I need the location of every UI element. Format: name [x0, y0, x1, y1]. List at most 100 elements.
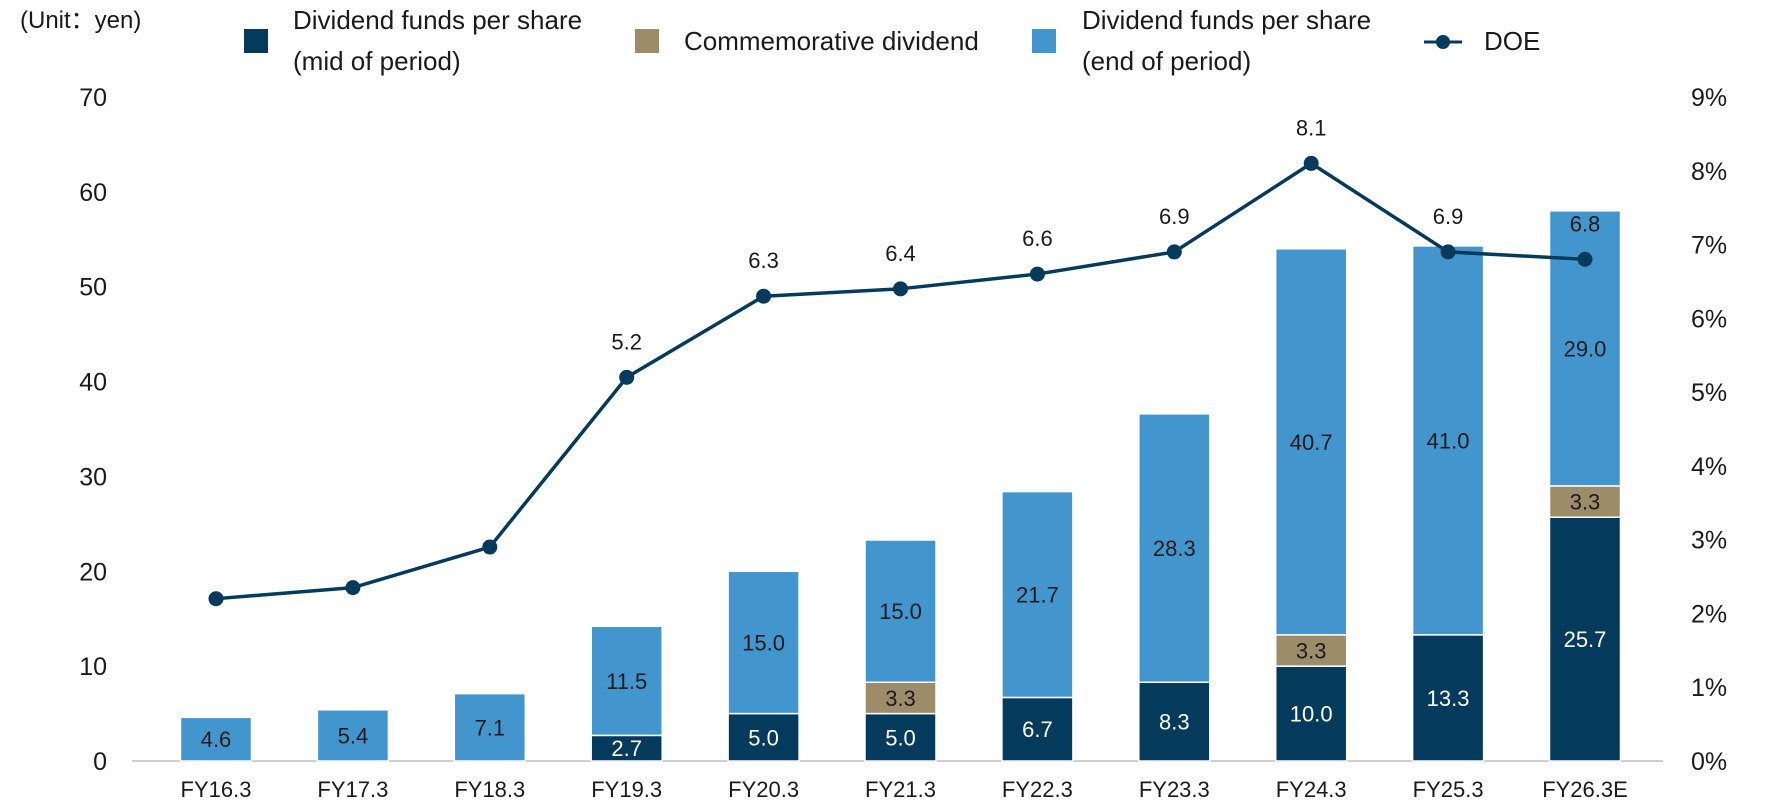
doe-value-label: 8.1: [1296, 115, 1327, 140]
bar-value-label-mid: 2.7: [611, 736, 642, 761]
doe-point: [1577, 251, 1593, 267]
legend-item-doe: DOE: [1424, 26, 1540, 56]
bar-value-label-mid: 8.3: [1159, 710, 1190, 735]
x-tick-label: FY16.3: [181, 777, 252, 802]
bar-segment-mid: [590, 734, 663, 762]
doe-line: [215, 161, 1586, 601]
bar-value-label-mid: 5.0: [748, 725, 779, 750]
bar-value-label-comm: 3.3: [1296, 638, 1327, 663]
legend-swatch-commemorative: [635, 29, 659, 53]
doe-point: [893, 281, 908, 297]
y-right-tick-label: 0%: [1691, 748, 1727, 776]
bar-stack: 8.3 28.3: [1138, 413, 1211, 762]
bar-value-label-end: 21.7: [1016, 583, 1059, 608]
bar-segment-comm: [864, 681, 937, 715]
bar-value-label-end: 41.0: [1427, 428, 1470, 453]
y-left-tick-label: 0: [93, 748, 107, 776]
x-tick-label: FY25.3: [1413, 777, 1484, 802]
y-right-tick-label: 1%: [1691, 674, 1727, 702]
y-left-tick-label: 70: [79, 84, 107, 112]
x-tick-label: FY26.3E: [1542, 777, 1628, 802]
legend-item-end: Dividend funds per share (end of period): [1032, 5, 1371, 76]
bar-value-label-end: 15.0: [879, 599, 922, 624]
legend-label-end-line2: (end of period): [1082, 46, 1251, 76]
bar-value-label-end: 4.6: [201, 727, 232, 752]
y-left-tick-label: 10: [79, 653, 107, 681]
legend-label-doe: DOE: [1484, 26, 1540, 56]
legend-item-commemorative: Commemorative dividend: [635, 26, 979, 56]
bar-value-label-mid: 13.3: [1427, 686, 1470, 711]
bar-stack: 25.7 3.3 29.0: [1548, 210, 1622, 762]
bar-segment-end: [727, 570, 800, 715]
y-left-tick-label: 20: [79, 558, 107, 586]
doe-value-label: 6.9: [1159, 204, 1190, 229]
bar-stack: 7.1: [453, 692, 527, 762]
x-tick-label: FY23.3: [1139, 777, 1210, 802]
bar-stack: 4.6: [179, 716, 253, 762]
bar-segment-end: [864, 539, 937, 684]
bar-segment-end: [590, 625, 663, 737]
bar-value-label-end: 5.4: [338, 723, 369, 748]
x-axis-labels: FY16.3 FY17.3 FY18.3 FY19.3 FY20.3 FY21.3 FY22…: [181, 777, 1628, 802]
bar-segment-mid: [1138, 681, 1211, 762]
doe-point: [208, 591, 224, 607]
doe-value-label: 6.4: [885, 241, 916, 266]
bar-stack: 5.0 3.3 15.0: [864, 539, 937, 762]
bar-value-label-comm: 3.3: [1570, 490, 1601, 515]
y-left-tick-label: 40: [79, 369, 107, 397]
doe-point: [482, 539, 498, 555]
bar-stack: 2.7 11.5: [590, 625, 663, 762]
bar-segment-end: [316, 709, 390, 762]
legend-label-end-line1: Dividend funds per share: [1082, 5, 1371, 35]
bar-segment-end: [1274, 248, 1348, 636]
bar-value-label-mid: 6.7: [1022, 717, 1053, 742]
bar-segment-mid: [864, 712, 937, 762]
y-axis-left: 0 10 20 30 40 50 60 70: [79, 84, 107, 776]
y-left-tick-label: 50: [79, 274, 107, 302]
doe-point: [756, 288, 772, 304]
bar-stack: 6.7 21.7: [1001, 490, 1074, 762]
y-right-tick-label: 5%: [1691, 379, 1727, 407]
x-tick-label: FY21.3: [865, 777, 936, 802]
legend-swatch-mid: [244, 29, 268, 53]
bar-segment-end: [1138, 413, 1211, 684]
y-right-tick-label: 4%: [1691, 453, 1727, 481]
bar-value-label-end: 29.0: [1564, 336, 1607, 361]
doe-value-label: 6.3: [748, 248, 779, 273]
bar-segment-mid: [727, 712, 800, 762]
y-right-tick-label: 3%: [1691, 527, 1727, 555]
y-right-tick-label: 7%: [1691, 232, 1727, 260]
legend-label-commemorative: Commemorative dividend: [684, 26, 979, 56]
x-tick-label: FY18.3: [454, 777, 525, 802]
legend-label-mid-line2: (mid of period): [293, 46, 461, 76]
doe-point: [1440, 244, 1456, 260]
doe-point: [1303, 155, 1319, 171]
doe-point: [345, 580, 361, 596]
bar-value-label-end: 40.7: [1290, 430, 1333, 455]
bar-stack: 13.3 41.0: [1411, 245, 1485, 762]
bar-value-label-end: 28.3: [1153, 536, 1196, 561]
x-tick-label: FY20.3: [728, 777, 799, 802]
legend-marker-doe: [1436, 35, 1450, 49]
y-right-tick-label: 2%: [1691, 600, 1727, 628]
x-tick-label: FY24.3: [1276, 777, 1347, 802]
legend: Dividend funds per share (mid of period)…: [244, 5, 1540, 76]
doe-point: [1029, 266, 1045, 282]
y-left-tick-label: 60: [79, 179, 107, 207]
bar-stack: 10.0 3.3 40.7: [1274, 248, 1348, 762]
x-tick-label: FY19.3: [591, 777, 662, 802]
bar-value-label-mid: 25.7: [1564, 627, 1607, 652]
unit-label: (Unit：yen): [20, 7, 141, 34]
bar-value-label-mid: 10.0: [1290, 702, 1333, 727]
bar-value-label-comm: 3.3: [885, 686, 916, 711]
doe-line-series: 5.2 6.3 6.4 6.6 6.9 8.1 6.9 6.8: [208, 115, 1600, 607]
doe-point: [1166, 244, 1182, 260]
y-axis-right: 0% 1% 2% 3% 4% 5% 6% 7% 8% 9%: [1691, 84, 1727, 776]
doe-value-label: 6.6: [1022, 226, 1053, 251]
bar-segment-mid: [1274, 665, 1348, 762]
bar-stack: 5.4: [316, 709, 390, 762]
legend-label-mid-line1: Dividend funds per share: [293, 5, 582, 35]
doe-value-label: 6.9: [1433, 204, 1464, 229]
x-tick-label: FY22.3: [1002, 777, 1073, 802]
